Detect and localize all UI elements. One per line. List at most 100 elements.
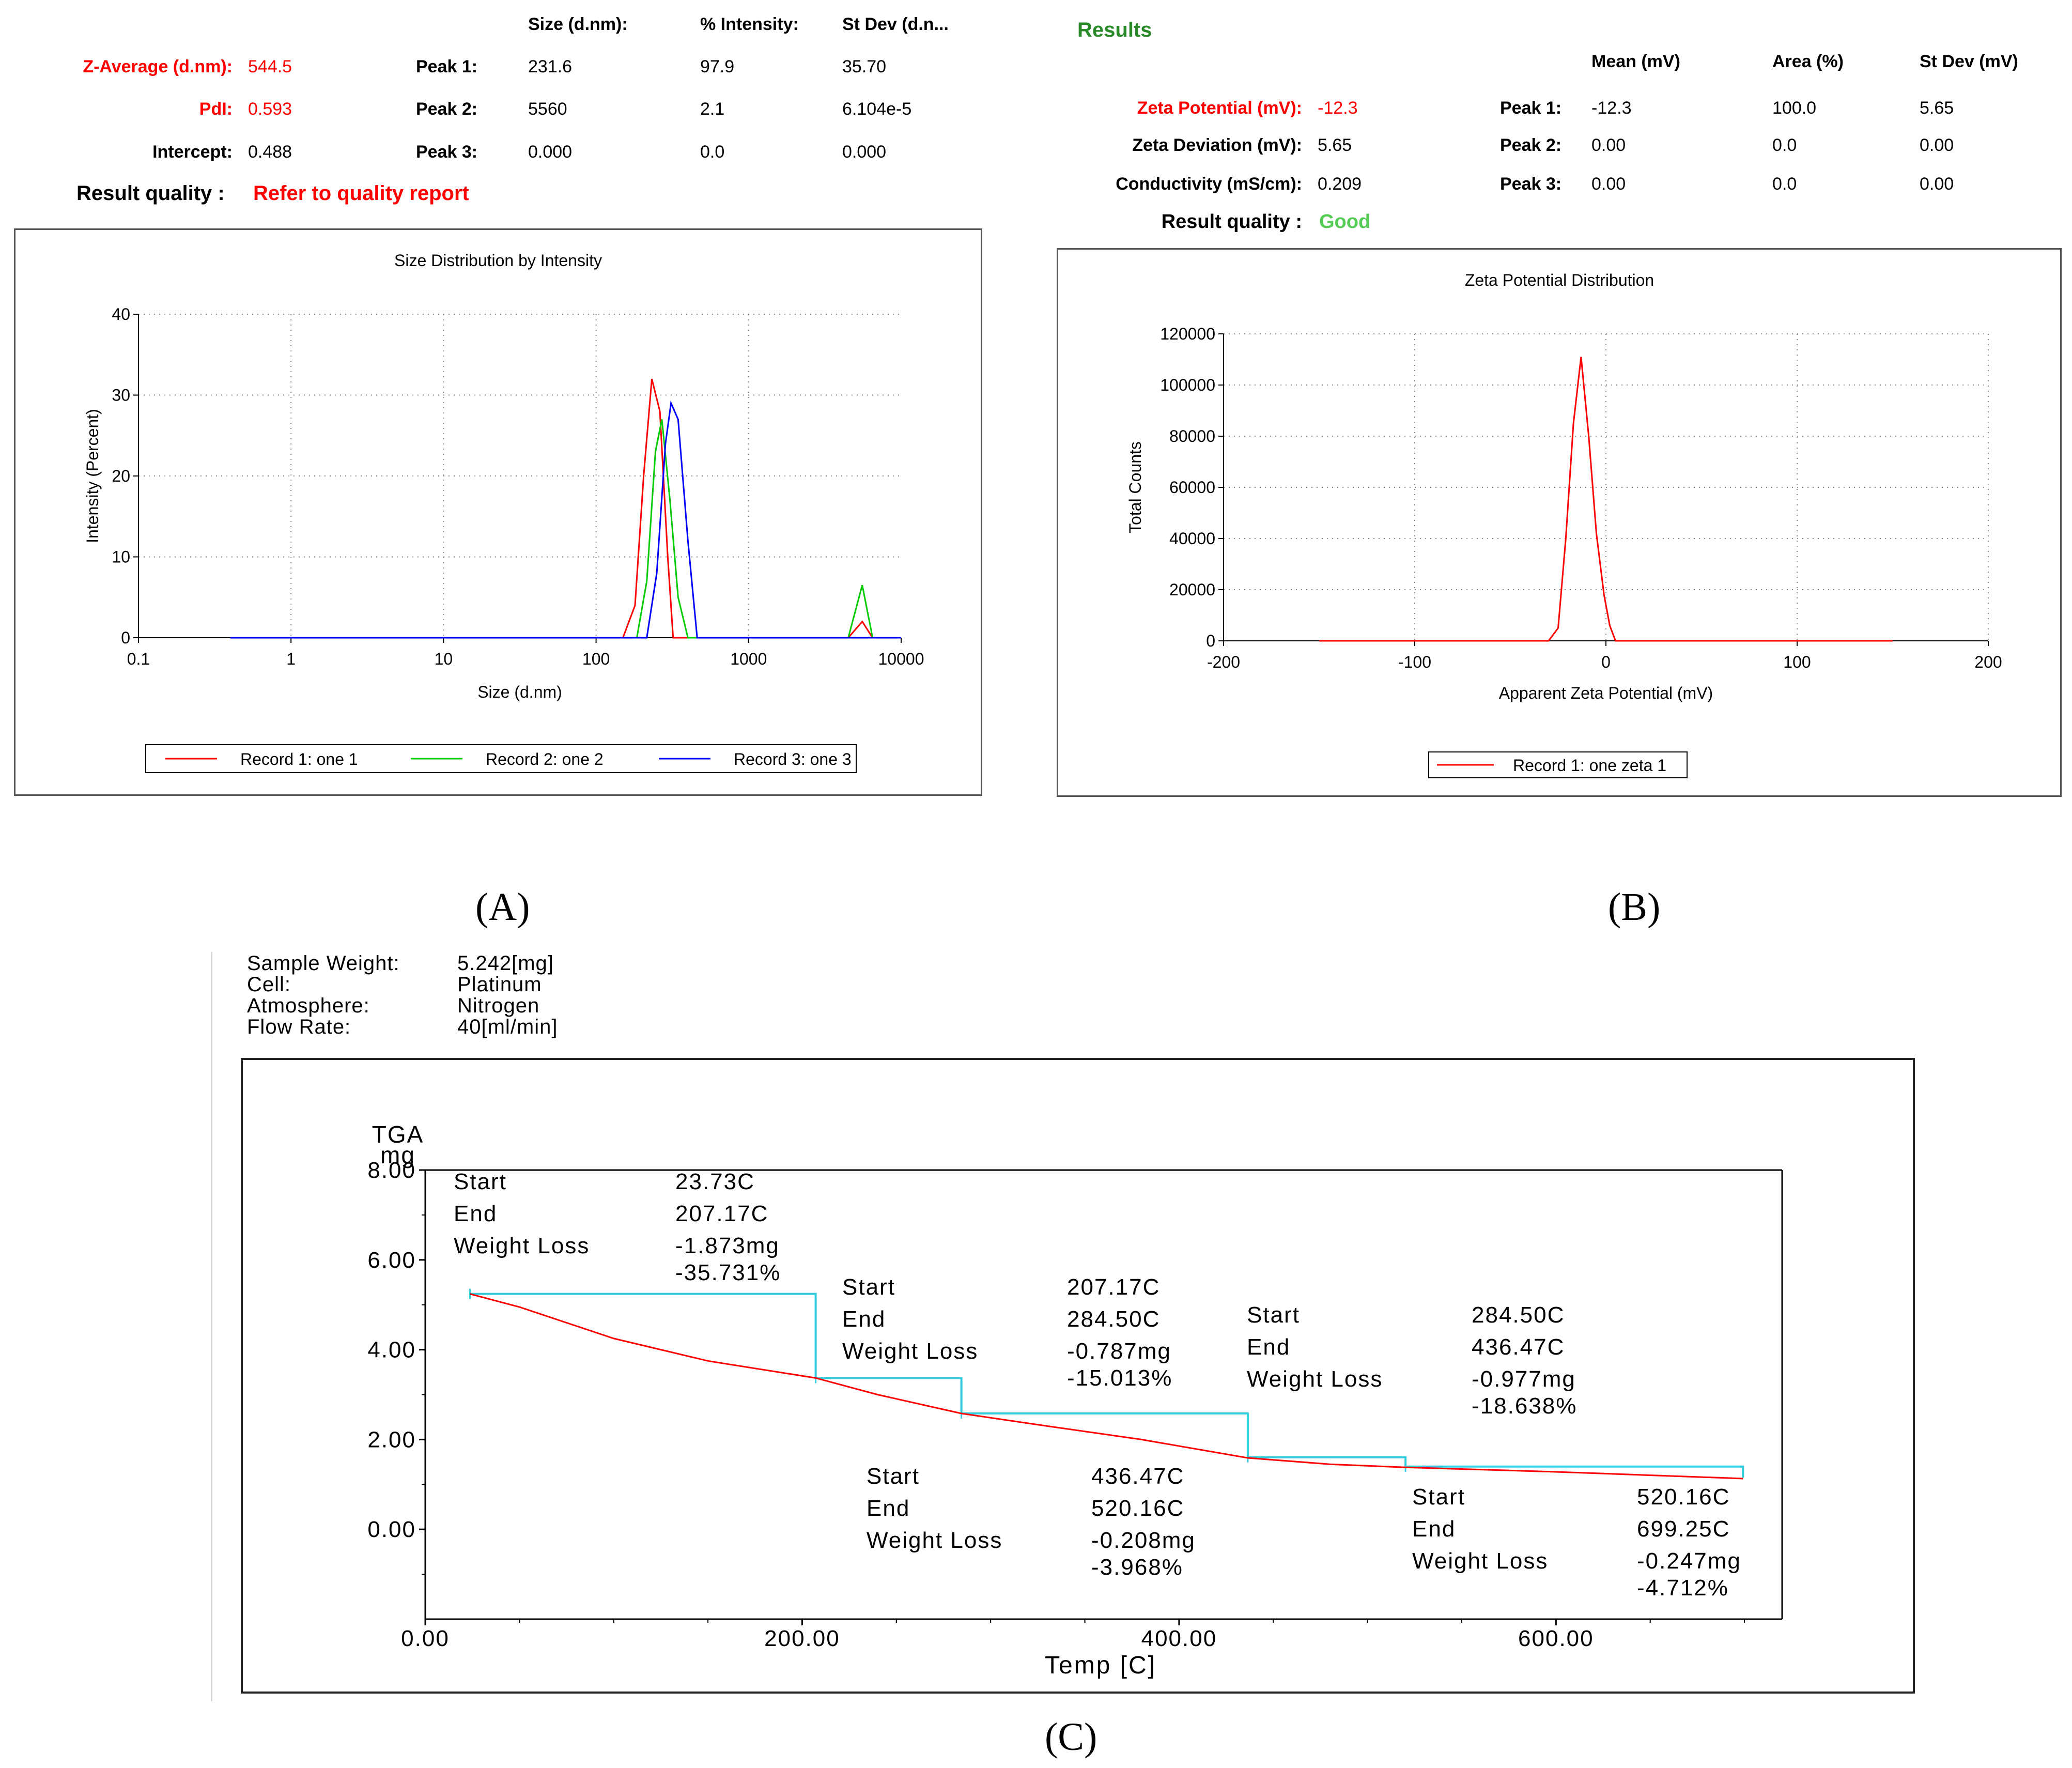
- zeta-peak-3-mean: 0.00: [1591, 174, 1626, 194]
- tga-step-start-label-1: Start: [454, 1169, 507, 1194]
- size-quality-label: Result quality :: [76, 182, 225, 205]
- zeta-stdev-header: St Dev (mV): [1920, 52, 2018, 71]
- atmosphere-value: Nitrogen: [457, 994, 540, 1017]
- tga-step-start-label-2: Start: [842, 1274, 895, 1300]
- zeta-y-tick-label: 40000: [1169, 529, 1215, 548]
- zeta-peak-3-area: 0.0: [1772, 174, 1797, 194]
- zeta-quality-value: Good: [1319, 211, 1371, 233]
- zeta-peak-2-mean: 0.00: [1591, 135, 1626, 155]
- results-title: Results: [1077, 19, 1152, 41]
- size-series-line-3: [230, 400, 901, 639]
- tga-chart-panel: TGA mg 0.00 2.00 4.00 6.00 8.00 0.00 200.00 400.0…: [241, 1058, 1915, 1694]
- size-legend-label-1: Record 1: one 1: [240, 750, 358, 768]
- intercept-value: 0.488: [248, 142, 292, 162]
- tga-step-end-value-5: 699.25C: [1637, 1516, 1730, 1542]
- tga-step-loss-mg-5: -0.247mg: [1637, 1548, 1741, 1574]
- pdi-value: 0.593: [248, 99, 292, 119]
- tga-curve: [470, 1293, 1743, 1480]
- zeta-peak-3-label: Peak 3:: [1500, 174, 1562, 194]
- zeta-y-tick-label: 0: [1206, 632, 1215, 650]
- size-peak-3-intensity: 0.0: [700, 142, 725, 162]
- zeta-legend-label: Record 1: one zeta 1: [1513, 756, 1666, 775]
- zeta-chart-title: Zeta Potential Distribution: [1465, 271, 1654, 289]
- conductivity-label: Conductivity (mS/cm):: [1116, 174, 1302, 194]
- sample-weight-label: Sample Weight:: [247, 952, 400, 975]
- tga-step-end-label-3: End: [1247, 1334, 1290, 1360]
- zeta-peak-2-stdev: 0.00: [1920, 135, 1954, 155]
- tga-step-start-label-5: Start: [1412, 1484, 1465, 1510]
- size-peak-2-intensity: 2.1: [700, 99, 725, 119]
- tga-step-loss-pct-5: -4.712%: [1637, 1575, 1729, 1601]
- mean-header: Mean (mV): [1591, 52, 1680, 71]
- size-y-tick-label: 20: [112, 467, 130, 485]
- size-x-tick-label: 10: [435, 650, 453, 668]
- size-chart-panel: Size Distribution by Intensity 0.1 1 10 100 1…: [14, 228, 982, 796]
- size-peak-1-stdev: 35.70: [842, 57, 887, 76]
- tga-step-loss-mg-2: -0.787mg: [1067, 1339, 1171, 1364]
- tga-step-start-value-1: 23.73C: [675, 1169, 755, 1194]
- tga-step-start-value-5: 520.16C: [1637, 1484, 1730, 1510]
- tga-step-line-2: [815, 1377, 963, 1413]
- size-quality-value: Refer to quality report: [253, 182, 469, 205]
- zeta-peak-3-stdev: 0.00: [1920, 174, 1954, 194]
- zeta-potential-value: -12.3: [1318, 98, 1358, 118]
- tga-x-tick-label: 600.00: [1518, 1626, 1594, 1651]
- tga-step-loss-mg-1: -1.873mg: [675, 1233, 780, 1258]
- zeta-potential-label: Zeta Potential (mV):: [1137, 98, 1302, 118]
- cell-label: Cell:: [247, 973, 291, 996]
- size-y-tick-label: 0: [121, 628, 130, 647]
- tga-step-loss-mg-3: -0.977mg: [1472, 1366, 1576, 1392]
- zeta-x-tick-label: -200: [1207, 653, 1240, 671]
- size-peak-3-label: Peak 3:: [416, 142, 478, 162]
- tga-x-axis-label: Temp [C]: [1045, 1652, 1156, 1679]
- size-y-tick-label: 40: [112, 305, 130, 324]
- pdi-label: PdI:: [199, 99, 233, 119]
- zeta-x-axis-label: Apparent Zeta Potential (mV): [1499, 684, 1713, 702]
- conductivity-value: 0.209: [1318, 174, 1362, 194]
- tga-axis-unit: mg: [380, 1142, 415, 1169]
- tga-step-loss-label-5: Weight Loss: [1412, 1548, 1548, 1574]
- tga-step-start-value-2: 207.17C: [1067, 1274, 1160, 1300]
- tga-step-end-label-5: End: [1412, 1516, 1456, 1542]
- size-x-tick-label: 1: [286, 650, 296, 668]
- tga-step-start-value-3: 284.50C: [1472, 1302, 1565, 1328]
- zeta-x-tick-label: 0: [1601, 653, 1611, 671]
- tga-step-loss-mg-4: -0.208mg: [1091, 1528, 1196, 1553]
- tga-step-loss-pct-2: -15.013%: [1067, 1365, 1172, 1391]
- tga-step-start-value-4: 436.47C: [1091, 1464, 1184, 1489]
- tga-y-tick-label: 2.00: [367, 1427, 416, 1452]
- zeta-y-tick-label: 20000: [1169, 580, 1215, 599]
- tga-x-tick-label: 0.00: [401, 1626, 450, 1651]
- zeta-deviation-value: 5.65: [1318, 135, 1352, 155]
- tga-step-loss-label-3: Weight Loss: [1247, 1366, 1383, 1392]
- tga-step-loss-pct-4: -3.968%: [1091, 1555, 1183, 1580]
- size-x-axis-label: Size (d.nm): [477, 683, 562, 701]
- size-x-tick-label: 10000: [878, 650, 924, 668]
- tga-step-loss-pct-3: -18.638%: [1472, 1393, 1577, 1419]
- tga-step-start-label-4: Start: [867, 1464, 920, 1489]
- tga-step-end-value-1: 207.17C: [675, 1201, 768, 1226]
- size-x-tick-label: 100: [582, 650, 610, 668]
- panel-label-b: (B): [1608, 885, 1661, 929]
- zeta-quality-label: Result quality :: [1161, 211, 1302, 233]
- size-peak-2-stdev: 6.104e-5: [842, 99, 912, 119]
- tga-step-line-4: [1247, 1456, 1407, 1467]
- size-peak-1-intensity: 97.9: [700, 57, 735, 76]
- zeta-peak-1-area: 100.0: [1772, 98, 1817, 118]
- tga-step-end-label-2: End: [842, 1306, 886, 1332]
- flow-rate-label: Flow Rate:: [247, 1016, 351, 1038]
- tga-step-end-value-4: 520.16C: [1091, 1496, 1184, 1521]
- area-header: Area (%): [1772, 52, 1844, 71]
- size-series-line-2: [230, 419, 901, 639]
- zeta-y-axis-label: Total Counts: [1126, 441, 1145, 533]
- size-y-tick-label: 10: [112, 548, 130, 566]
- size-peak-2-label: Peak 2:: [416, 99, 478, 119]
- size-peak-2-size: 5560: [528, 99, 567, 119]
- tga-step-end-value-3: 436.47C: [1472, 1334, 1565, 1360]
- tga-y-tick-label: 6.00: [367, 1248, 416, 1273]
- tga-x-tick-label: 400.00: [1141, 1626, 1217, 1651]
- zeta-peak-1-mean: -12.3: [1591, 98, 1632, 118]
- size-y-tick-label: 30: [112, 386, 130, 405]
- zeta-chart-panel: Zeta Potential Distribution -200 -100 0 100 2…: [1057, 248, 2062, 797]
